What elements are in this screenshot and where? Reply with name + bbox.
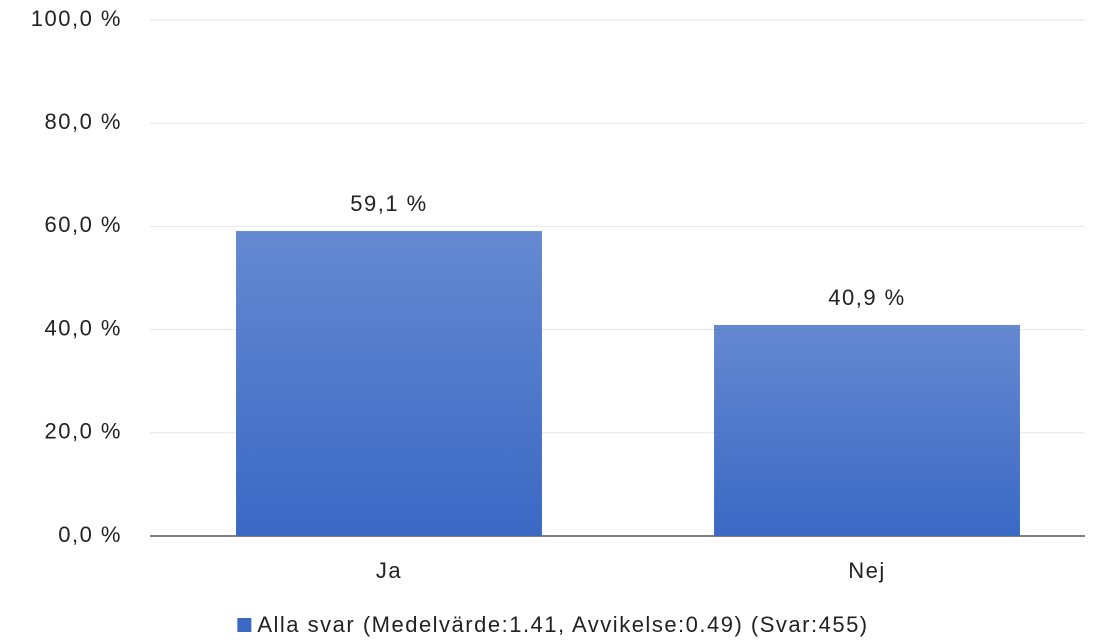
data-label: 40,9 % [828,285,906,310]
bar [714,324,1020,536]
y-tick-label: 80,0 % [45,109,123,134]
x-tick-label: Ja [376,558,402,583]
y-tick-label: 0,0 % [58,522,122,547]
y-tick-label: 20,0 % [45,419,123,444]
bar [236,231,542,536]
legend-swatch [237,618,252,632]
data-label: 59,1 % [350,191,428,216]
x-tick-label: Nej [848,558,886,583]
y-tick-label: 40,0 % [45,315,123,340]
y-tick-label: 60,0 % [45,212,123,237]
y-tick-label: 100,0 % [31,6,122,31]
legend-label: Alla svar (Medelvärde:1.41, Avvikelse:0.… [257,612,868,637]
